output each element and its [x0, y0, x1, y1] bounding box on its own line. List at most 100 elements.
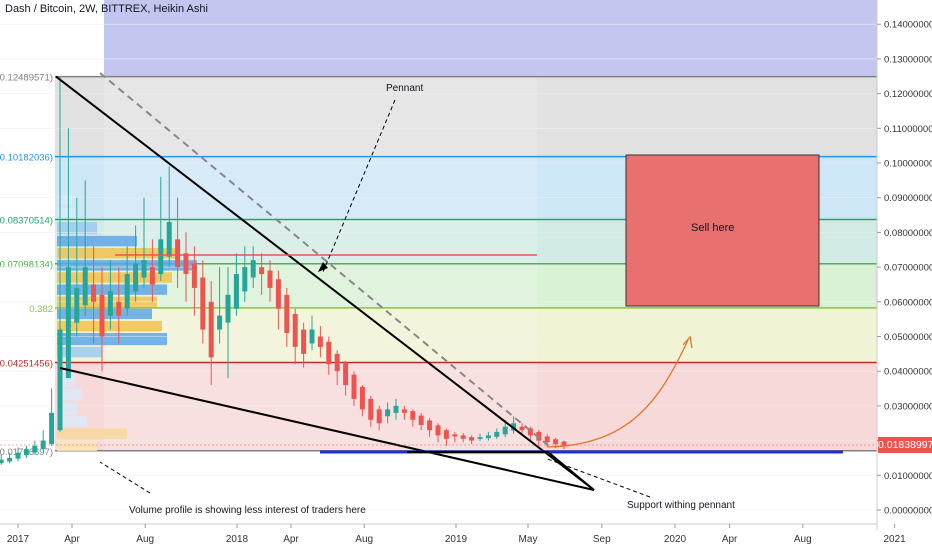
x-tick-label: May	[519, 534, 538, 545]
fib-label-0.382: 0.382	[29, 304, 53, 315]
pennant-lower-line	[59, 367, 595, 491]
projection-arrowhead	[682, 335, 693, 349]
pennant-upper-line	[55, 75, 595, 491]
candle-body	[427, 420, 433, 431]
candle-body	[267, 270, 273, 288]
candle-body	[393, 405, 399, 413]
x-tick-label: 2019	[445, 534, 468, 545]
candle-body	[368, 398, 374, 420]
volume-profile-bar	[57, 428, 127, 439]
candle-body	[309, 329, 315, 344]
candle-body	[217, 315, 223, 330]
fib-zone-0.236	[55, 362, 877, 451]
candle-body	[200, 277, 206, 330]
fib-label-0.236: 0.236(0.04251456)	[0, 358, 53, 369]
candle-body	[141, 260, 147, 278]
x-tick-label: Sep	[593, 534, 611, 545]
candle-body	[301, 329, 307, 354]
candle-body	[116, 301, 122, 316]
candle-body	[477, 437, 483, 439]
candle-body	[175, 239, 181, 268]
candle-body	[166, 221, 172, 257]
candle-body	[259, 267, 265, 275]
volume-profile-bar	[57, 235, 137, 247]
candle-body	[443, 430, 449, 439]
candle-body	[7, 457, 13, 462]
pennant-arrowhead	[318, 262, 328, 272]
candle-body	[553, 439, 559, 445]
candles	[0, 76, 567, 465]
candle-body	[351, 374, 357, 399]
volume-profile-bar	[57, 208, 77, 219]
candle-body	[133, 263, 139, 292]
x-tick-label: 2020	[664, 534, 687, 545]
support-note: Support withing pennant	[627, 500, 735, 511]
candle-body	[250, 260, 256, 278]
candle-body	[158, 239, 164, 275]
fib-label-0.5: 0.5(0.07098134)	[0, 260, 53, 271]
y-tick-label: 0.03000000	[884, 401, 932, 412]
candle-body	[334, 353, 340, 372]
candle-body	[242, 267, 248, 292]
pennant-arrow	[322, 99, 396, 273]
candle-body	[317, 336, 323, 347]
volume-profile-note: Volume profile is showing less interest …	[129, 505, 366, 516]
volume-profile-bar	[57, 284, 167, 295]
fib-zone-1	[55, 76, 877, 157]
volume-profile-bar	[57, 388, 82, 401]
candle-body	[460, 435, 466, 439]
candle-body	[40, 440, 46, 449]
volume-profile-bar	[57, 320, 162, 332]
volume-profile-bar	[57, 440, 97, 452]
drawings[interactable]	[0, 72, 877, 498]
volume-profile-bar	[57, 346, 102, 358]
volume-profile-bar	[57, 416, 87, 427]
y-tick-label: 0.14000000	[884, 20, 932, 31]
candle-body	[183, 253, 189, 275]
candle-body	[485, 435, 491, 439]
sell-zone-box	[625, 154, 820, 307]
projection-curve	[547, 339, 689, 448]
candle-body	[359, 386, 365, 410]
candle-body	[376, 409, 382, 424]
candle-body	[107, 291, 113, 316]
y-tick-label: 0.10000000	[884, 159, 932, 170]
candle-body	[149, 267, 155, 285]
volume-profile-bar	[57, 333, 167, 346]
y-tick-label: 0.07000000	[884, 263, 932, 274]
candle-body	[326, 341, 332, 365]
fib-zone-top	[104, 0, 877, 77]
y-tick-label: 0.06000000	[884, 297, 932, 308]
candle-body	[23, 449, 29, 456]
volume-note-arrow	[99, 461, 151, 494]
y-tick-label: 0.13000000	[884, 54, 932, 65]
x-tick-label: Aug	[136, 534, 154, 545]
candle-body	[82, 267, 88, 306]
candle-body	[343, 362, 349, 386]
current-price-label: 0.01838997	[878, 437, 932, 453]
candle-body	[469, 437, 475, 441]
candle-body	[49, 412, 55, 445]
candle-body	[544, 436, 550, 443]
volume-profile-bar	[57, 272, 172, 283]
candle-body	[410, 411, 416, 420]
candle-body	[519, 426, 525, 431]
y-tick-label: 0.08000000	[884, 228, 932, 239]
candle-body	[527, 428, 533, 436]
candle-body	[57, 329, 63, 431]
x-tick-label: 2018	[226, 534, 249, 545]
candle-body	[99, 294, 105, 337]
y-tick-label: 0.04000000	[884, 367, 932, 378]
candle-body	[225, 294, 231, 323]
candle-body	[452, 434, 458, 437]
x-tick-label: Aug	[794, 534, 812, 545]
chart-title: Dash / Bitcoin, 2W, BITTREX, Heikin Ashi	[5, 3, 208, 15]
candle-body	[502, 426, 508, 435]
candle-body	[435, 425, 441, 436]
candle-body	[208, 301, 214, 358]
y-tick-label: 0.09000000	[884, 193, 932, 204]
candle-body	[536, 431, 542, 441]
candle-body	[91, 284, 97, 302]
